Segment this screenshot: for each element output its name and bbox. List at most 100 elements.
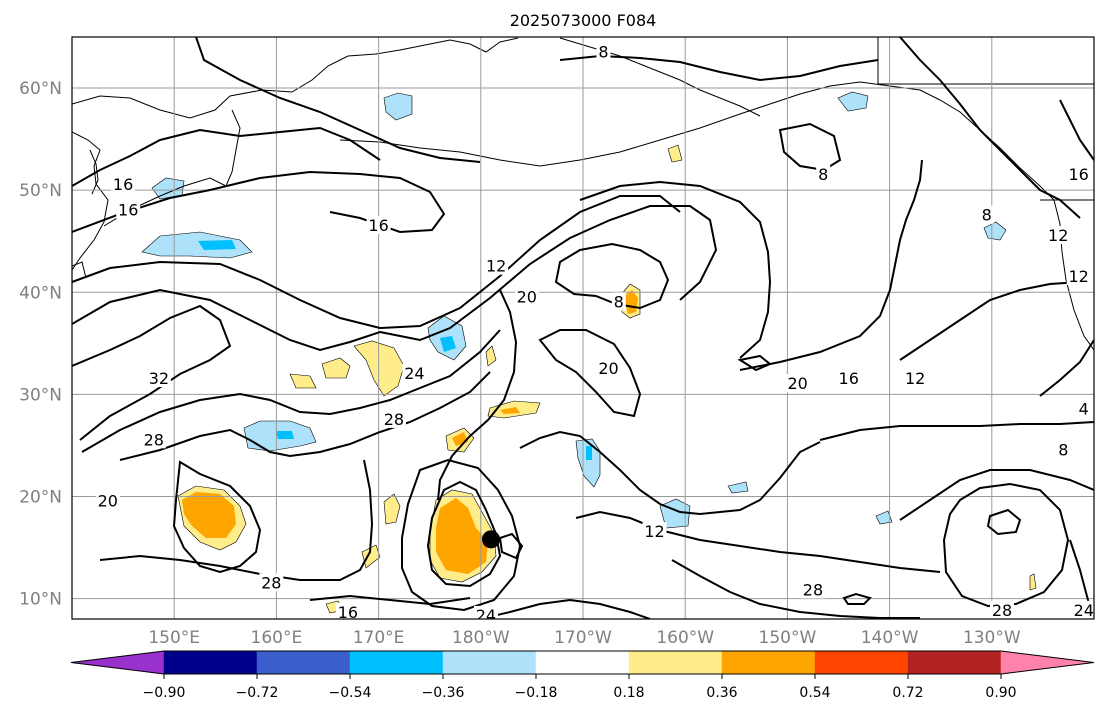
- contour-label-bg: [484, 256, 509, 275]
- orange-anomaly-storm: [436, 498, 488, 574]
- contour-24-28: [72, 304, 232, 441]
- lat-tick-label: 30°N: [19, 385, 62, 405]
- map-panel: 8 8 8 16 20 12 12 16 16 16 12 20 8 20 20 16 12 4 8 32 24 28 28…: [71, 36, 1105, 622]
- contour-label: 12: [486, 257, 506, 276]
- colorbar-swatch: [442, 650, 537, 675]
- contour-label-bg: [1046, 226, 1071, 245]
- contour-20-wpac: [172, 460, 262, 574]
- contour-28-south: [671, 559, 920, 619]
- colorbar-tick-label: −0.18: [515, 685, 558, 701]
- blue-anomaly-coast: [983, 221, 1007, 241]
- contour-label: 12: [644, 522, 664, 541]
- figure-title: 2025073000 F084: [510, 11, 657, 30]
- contour-small-oval-2: [498, 532, 524, 560]
- yellow-anomaly-small-2: [289, 373, 317, 389]
- contour-label: 12: [1048, 226, 1068, 245]
- colorbar-swatch: [256, 650, 351, 675]
- lon-tick-label: 170°E: [353, 628, 405, 648]
- contour-label: 28: [261, 573, 281, 592]
- contour-label: 20: [1094, 211, 1105, 230]
- contour-label: 32: [149, 369, 169, 388]
- contour-8-cutoff: [554, 242, 670, 310]
- contour-label: 12: [1068, 267, 1088, 286]
- contour-label: 24: [1074, 601, 1094, 620]
- colorbar-swatch: [721, 650, 816, 675]
- coastlines: [72, 37, 1094, 351]
- contour-label: 28: [384, 410, 404, 429]
- contour-label: 16: [1068, 165, 1088, 184]
- contour-label: 8: [818, 165, 828, 184]
- contour-label-bg: [979, 205, 994, 224]
- lat-tick-label: 40°N: [19, 283, 62, 303]
- contour-label-bg: [95, 491, 120, 510]
- yellow-anomaly-small-9: [485, 345, 497, 367]
- colorbar-swatch: [907, 650, 1002, 675]
- blue-anomaly-core-dateline: [440, 336, 456, 352]
- contour-small-oval-3: [737, 354, 772, 372]
- contour-label-bg: [116, 200, 141, 219]
- blue-anomaly-bering: [383, 92, 413, 121]
- colorbar-tick-label: −0.54: [329, 685, 372, 701]
- contour-label-bg: [473, 605, 498, 619]
- coast-okhotsk: [72, 131, 109, 271]
- contour-label-bg: [642, 522, 667, 541]
- coast-kamchatka: [225, 109, 241, 187]
- yellow-anomaly-small-8: [667, 144, 683, 163]
- contour-12-east: [899, 281, 1081, 361]
- blue-anomaly-kuril: [141, 231, 253, 259]
- contour-label: 24: [404, 364, 424, 383]
- yellow-anomaly-small-5: [383, 493, 401, 525]
- orange-anomaly-west-pacific: [182, 492, 236, 538]
- colorbar-swatch: [70, 650, 165, 675]
- contour-label: 20: [98, 492, 118, 511]
- contour-20-east: [579, 180, 772, 359]
- contour-16-alaska: [1059, 99, 1094, 161]
- colorbar-tick-label: 0.54: [799, 685, 830, 701]
- lat-tick-label: 60°N: [19, 79, 62, 99]
- contour-lines: [72, 37, 1094, 619]
- contour-label: 8: [1058, 441, 1068, 460]
- contour-label-bg: [836, 369, 861, 388]
- contour-label-bg: [990, 600, 1015, 619]
- contour-label-bg: [366, 215, 391, 234]
- contour-storm-outer: [401, 458, 522, 612]
- contour-storm-inner: [426, 480, 502, 588]
- coast-pacific-nw: [1061, 251, 1094, 351]
- contour-label: 8: [982, 206, 992, 225]
- coast-british-columbia: [979, 129, 1063, 253]
- lon-tick-label: 160°E: [251, 628, 303, 648]
- contour-small-oval: [842, 592, 872, 605]
- colorbar-tick-label: 0.72: [892, 685, 923, 701]
- contour-label-bg: [1066, 164, 1091, 183]
- contour-label: 20: [517, 287, 537, 306]
- lon-tick-label: 130°W: [963, 628, 1021, 648]
- colorbar-tick-label: 0.90: [985, 685, 1016, 701]
- coast-alaska-west: [559, 37, 761, 117]
- map-frame: [71, 36, 1095, 620]
- contour-label: 28: [144, 430, 164, 449]
- contour-label-bg: [903, 369, 928, 388]
- contour-label-bg: [596, 358, 621, 377]
- lon-tick-label: 170°W: [554, 628, 612, 648]
- contour-label-bg: [111, 175, 136, 194]
- contour-label-bg: [335, 602, 360, 619]
- lat-tick-label: 20°N: [19, 487, 62, 507]
- lat-tick-label: 50°N: [19, 181, 62, 201]
- contour-label-bg: [146, 369, 171, 388]
- contour-label-bg: [381, 409, 406, 428]
- lat-tick-label: 10°N: [19, 590, 62, 610]
- colorbar-swatch: [1000, 650, 1095, 675]
- contour-label-bg: [141, 430, 166, 449]
- contour-28-east: [899, 469, 1094, 521]
- contour-label: 4: [1079, 400, 1089, 419]
- orange-anomaly-small-4: [500, 407, 520, 414]
- contour-4-east: [1039, 339, 1094, 397]
- colorbar-swatch: [628, 650, 723, 675]
- storm-center-marker: [482, 530, 501, 549]
- coast-aleutians: [339, 103, 771, 167]
- colorbar-tick-label: −0.72: [236, 685, 279, 701]
- colorbar-swatch: [814, 650, 909, 675]
- coast-japan: [72, 261, 87, 279]
- contour-label: 16: [338, 603, 358, 622]
- contour-cutoff-low: [538, 329, 642, 418]
